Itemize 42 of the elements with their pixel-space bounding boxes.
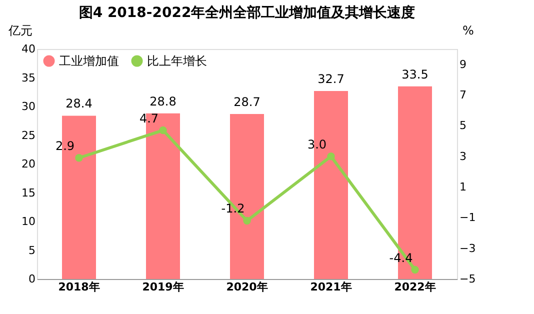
y2-tick-label: 7 [460,88,466,102]
point [159,126,167,134]
point [411,266,419,274]
x-tick-label: 2021年 [310,280,352,294]
y-tick-label: 30 [22,100,36,113]
legend-label: 比上年增长 [147,54,207,68]
y2-tick-label: 3 [460,150,466,163]
y-tick-label: 35 [22,71,36,84]
x-tick-label: 2018年 [58,280,100,294]
data-label: 2.9 [55,138,75,153]
y2-tick-label: 5 [460,119,466,132]
y-tick-label: 0 [28,272,36,286]
y2-axis-title: % [462,24,474,38]
data-label: 28.8 [150,94,176,108]
y-tick-label: 20 [22,158,36,170]
data-label: 33.5 [402,67,428,82]
data-label: 32.7 [318,72,344,86]
y-tick-label: 40 [22,42,36,56]
y2-tick-label: −1 [460,211,476,224]
y2-tick-label: −3 [460,242,476,255]
y-tick-label: 15 [22,186,36,200]
data-label: 4.7 [139,111,159,126]
point [243,216,251,225]
y-tick-label: 5 [28,244,36,257]
point [327,152,335,160]
data-label: -1.2 [221,202,245,216]
y-tick-label: 10 [22,215,36,228]
chart-title: 图4 2018-2022年全州全部工业增加值及其增长速度 [78,4,416,21]
y2-tick-label: −5 [460,272,476,286]
x-tick-label: 2022年 [394,280,436,294]
y2-tick-label: 1 [460,180,466,194]
data-label: -4.4 [389,250,413,265]
point [75,154,83,162]
y-tick-label: 25 [22,128,36,142]
data-label: 3.0 [307,137,327,152]
x-tick-label: 2019年 [142,280,184,294]
data-label: 28.7 [234,94,260,109]
x-tick-label: 2020年 [226,280,268,294]
legend-label: 工业增加值 [59,54,119,68]
y2-tick-label: 9 [460,58,466,71]
y-axis-title: 亿元 [8,24,32,38]
data-label: 28.4 [66,96,92,111]
